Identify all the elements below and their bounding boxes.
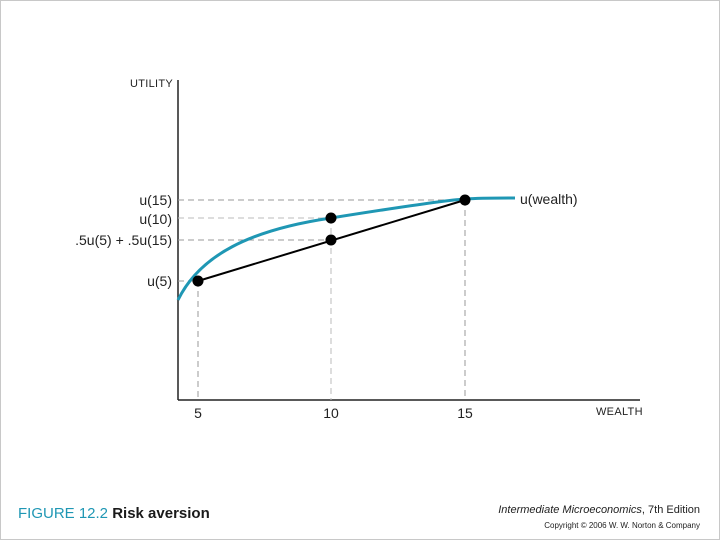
figure-caption: FIGURE 12.2 Risk aversion bbox=[18, 505, 210, 522]
x-axis-label: WEALTH bbox=[596, 406, 643, 418]
point-u5 bbox=[192, 275, 204, 287]
label-u5: u(5) bbox=[147, 273, 172, 289]
x-tick-10: 10 bbox=[323, 405, 339, 421]
book-credits: Intermediate Microeconomics, 7th Edition… bbox=[498, 500, 700, 530]
utility-curve bbox=[176, 196, 516, 301]
book-edition: , 7th Edition bbox=[641, 504, 700, 516]
label-expected-utility: .5u(5) + .5u(15) bbox=[75, 232, 172, 248]
label-u10: u(10) bbox=[139, 211, 172, 227]
point-u10 bbox=[325, 212, 337, 224]
label-u15: u(15) bbox=[139, 192, 172, 208]
point-expected-utility bbox=[325, 234, 337, 246]
figure-number: FIGURE 12.2 bbox=[18, 505, 109, 522]
curve-label: u(wealth) bbox=[520, 191, 578, 207]
point-u15 bbox=[459, 194, 471, 206]
copyright-notice: Copyright © 2006 W. W. Norton & Company bbox=[544, 521, 700, 530]
y-axis-label: UTILITY bbox=[130, 78, 173, 90]
x-tick-15: 15 bbox=[457, 405, 473, 421]
book-title: Intermediate Microeconomics bbox=[498, 504, 642, 516]
figure-title: Risk aversion bbox=[112, 505, 210, 522]
x-tick-5: 5 bbox=[194, 405, 202, 421]
